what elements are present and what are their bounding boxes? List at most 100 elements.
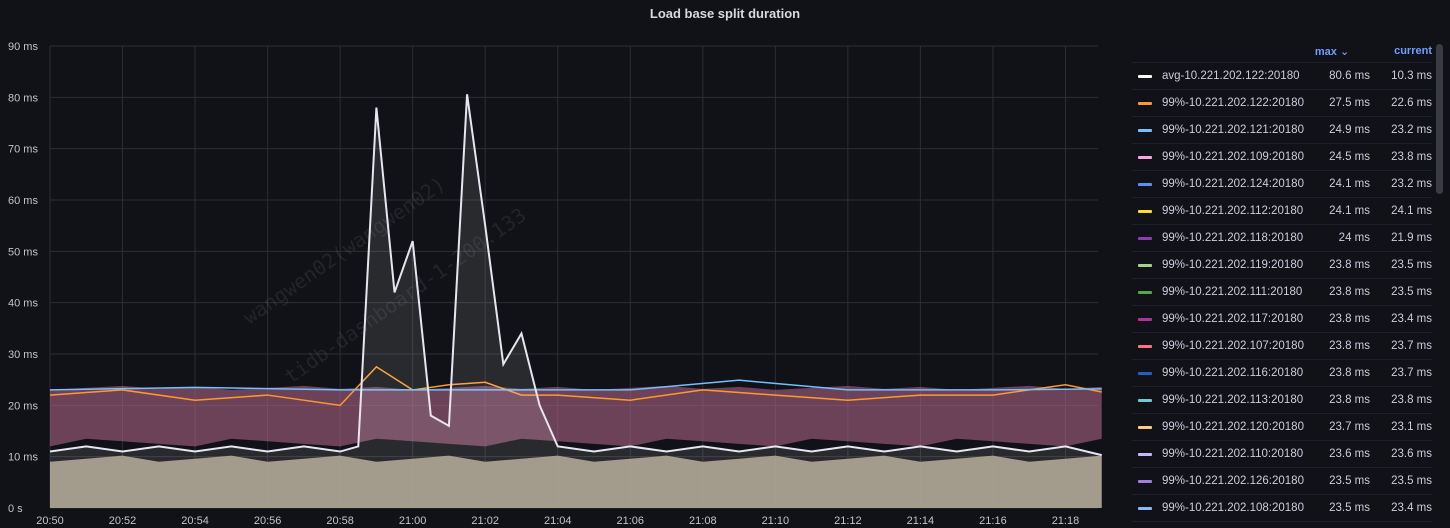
legend-current-value: 23.8 ms [1391,151,1432,163]
y-tick-label: 90 ms [8,41,38,53]
legend-item[interactable]: 99%-10.221.202.108:20180 23.5 ms 23.4 ms [1132,494,1432,521]
legend-series-name: 99%-10.221.202.118:20180 [1162,232,1304,244]
legend-series-name: 99%-10.221.202.109:20180 [1162,151,1304,163]
panel-title[interactable]: Load base split duration [649,6,801,21]
legend-max-value: 23.8 ms [1329,313,1370,325]
legend-series-name: 99%-10.221.202.116:20180 [1162,367,1304,379]
series-color-swatch[interactable] [1138,318,1152,321]
legend-item[interactable]: 99%-10.221.202.113:20180 23.8 ms 23.8 ms [1132,386,1432,413]
legend-series-name: 99%-10.221.202.122:20180 [1162,97,1304,109]
x-tick-label: 20:52 [109,515,137,527]
legend-series-name: 99%-10.221.202.119:20180 [1162,259,1304,271]
legend-series-name: 99%-10.221.202.111:20180 [1162,286,1303,298]
legend-current-value: 23.5 ms [1391,259,1432,271]
base-area [50,455,1102,508]
series-color-swatch[interactable] [1138,129,1152,132]
x-tick-label: 21:08 [689,515,717,527]
legend-header: max ⌄ current [1132,40,1432,62]
series-color-swatch[interactable] [1138,183,1152,186]
legend-series-name: 99%-10.221.202.113:20180 [1162,394,1304,406]
legend-item[interactable]: 99%-10.221.202.112:20180 24.1 ms 24.1 ms [1132,197,1432,224]
legend-item[interactable]: 99%-10.221.202.111:20180 23.8 ms 23.5 ms [1132,278,1432,305]
legend-item[interactable]: 99%-10.221.202.116:20180 23.8 ms 23.7 ms [1132,359,1432,386]
legend-col-max[interactable]: max ⌄ [1292,45,1372,58]
chevron-down-icon: ⌄ [1339,46,1350,58]
legend-max-value: 80.6 ms [1329,70,1370,82]
legend-item[interactable]: 99%-10.221.202.109:20180 24.5 ms 23.8 ms [1132,143,1432,170]
avg-series-area [50,94,1102,509]
x-axis: 20:50 20:52 20:54 20:56 20:58 21:00 21:02 21:04… [36,515,1079,527]
x-tick-label: 21:06 [617,515,645,527]
y-tick-label: 10 ms [8,452,38,464]
x-tick-label: 20:50 [36,515,64,527]
legend-item[interactable]: 99%-10.221.202.121:20180 24.9 ms 23.2 ms [1132,116,1432,143]
legend-max-value: 23.8 ms [1329,367,1370,379]
legend-rows: avg-10.221.202.122:20180 80.6 ms 10.3 ms 99… [1132,62,1432,528]
legend-current-value: 23.4 ms [1391,313,1432,325]
series-color-swatch[interactable] [1138,264,1152,267]
series-color-swatch[interactable] [1138,372,1152,375]
x-tick-label: 21:18 [1052,515,1080,527]
legend-item[interactable]: 99%-10.221.202.120:20180 23.7 ms 23.1 ms [1132,413,1432,440]
legend-col-current[interactable]: current [1394,45,1432,57]
legend-table: max ⌄ current avg-10.221.202.122:20180 80… [1132,40,1432,528]
legend-item[interactable]: 99%-10.221.202.117:20180 23.8 ms 23.4 ms [1132,305,1432,332]
x-tick-label: 21:16 [979,515,1007,527]
y-tick-label: 50 ms [8,246,38,258]
series-color-swatch[interactable] [1138,345,1152,348]
legend-series-name: 99%-10.221.202.110:20180 [1162,448,1304,460]
legend-current-value: 23.8 ms [1391,394,1432,406]
legend-series-name: 99%-10.221.202.126:20180 [1162,475,1304,487]
legend-item[interactable]: avg-10.221.202.122:20180 80.6 ms 10.3 ms [1132,62,1432,89]
legend-current-value: 23.7 ms [1391,340,1432,352]
legend-max-value: 24.9 ms [1329,124,1370,136]
legend-item[interactable]: 99%-10.221.202.122:20180 27.5 ms 22.6 ms [1132,89,1432,116]
series-color-swatch[interactable] [1138,480,1152,483]
x-tick-label: 20:58 [326,515,354,527]
legend-current-value: 24.1 ms [1391,205,1432,217]
series-color-swatch[interactable] [1138,156,1152,159]
series-line [49,365,1102,407]
y-tick-label: 60 ms [8,195,38,207]
legend-max-value: 23.5 ms [1329,502,1370,514]
series-line [49,379,1102,391]
x-tick-label: 21:04 [544,515,572,527]
legend-max-value: 24 ms [1338,232,1370,244]
legend-item[interactable]: 99%-10.221.202.110:20180 23.6 ms 23.6 ms [1132,440,1432,467]
legend-item[interactable]: 99%-10.221.202.119:20180 23.8 ms 23.5 ms [1132,251,1432,278]
legend-max-value: 23.8 ms [1329,286,1370,298]
series-color-swatch[interactable] [1138,75,1152,78]
legend-series-name: 99%-10.221.202.112:20180 [1162,205,1304,217]
x-tick-label: 21:00 [399,515,427,527]
legend-max-value: 23.7 ms [1329,421,1370,433]
y-tick-label: 30 ms [8,349,38,361]
series-color-swatch[interactable] [1138,453,1152,456]
legend-current-value: 23.2 ms [1391,178,1432,190]
legend-item[interactable]: 99%-10.221.202.107:20180 23.8 ms 23.7 ms [1132,332,1432,359]
legend-series-name: avg-10.221.202.122:20180 [1162,70,1300,82]
series-color-swatch[interactable] [1138,507,1152,510]
y-tick-label: 70 ms [8,144,38,156]
legend-current-value: 23.2 ms [1391,124,1432,136]
legend-current-value: 23.5 ms [1391,475,1432,487]
series-color-swatch[interactable] [1138,210,1152,213]
x-tick-label: 20:56 [254,515,282,527]
legend-series-name: 99%-10.221.202.107:20180 [1162,340,1304,352]
series-color-swatch[interactable] [1138,426,1152,429]
series-color-swatch[interactable] [1138,291,1152,294]
legend-current-value: 10.3 ms [1391,70,1432,82]
legend-max-value: 23.8 ms [1329,340,1370,352]
legend-item[interactable]: 99%-10.221.202.126:20180 23.5 ms 23.5 ms [1132,467,1432,494]
legend-current-value: 23.7 ms [1391,367,1432,379]
series-color-swatch[interactable] [1138,237,1152,240]
series-color-swatch[interactable] [1138,102,1152,105]
legend-item[interactable]: 99%-10.221.202.118:20180 24 ms 21.9 ms [1132,224,1432,251]
series-color-swatch[interactable] [1138,399,1152,402]
legend-item[interactable]: 99%-10.221.202.124:20180 24.1 ms 23.2 ms [1132,170,1432,197]
legend-max-value: 23.8 ms [1329,259,1370,271]
legend-scrollbar[interactable] [1436,44,1443,194]
x-tick-label: 20:54 [181,515,209,527]
